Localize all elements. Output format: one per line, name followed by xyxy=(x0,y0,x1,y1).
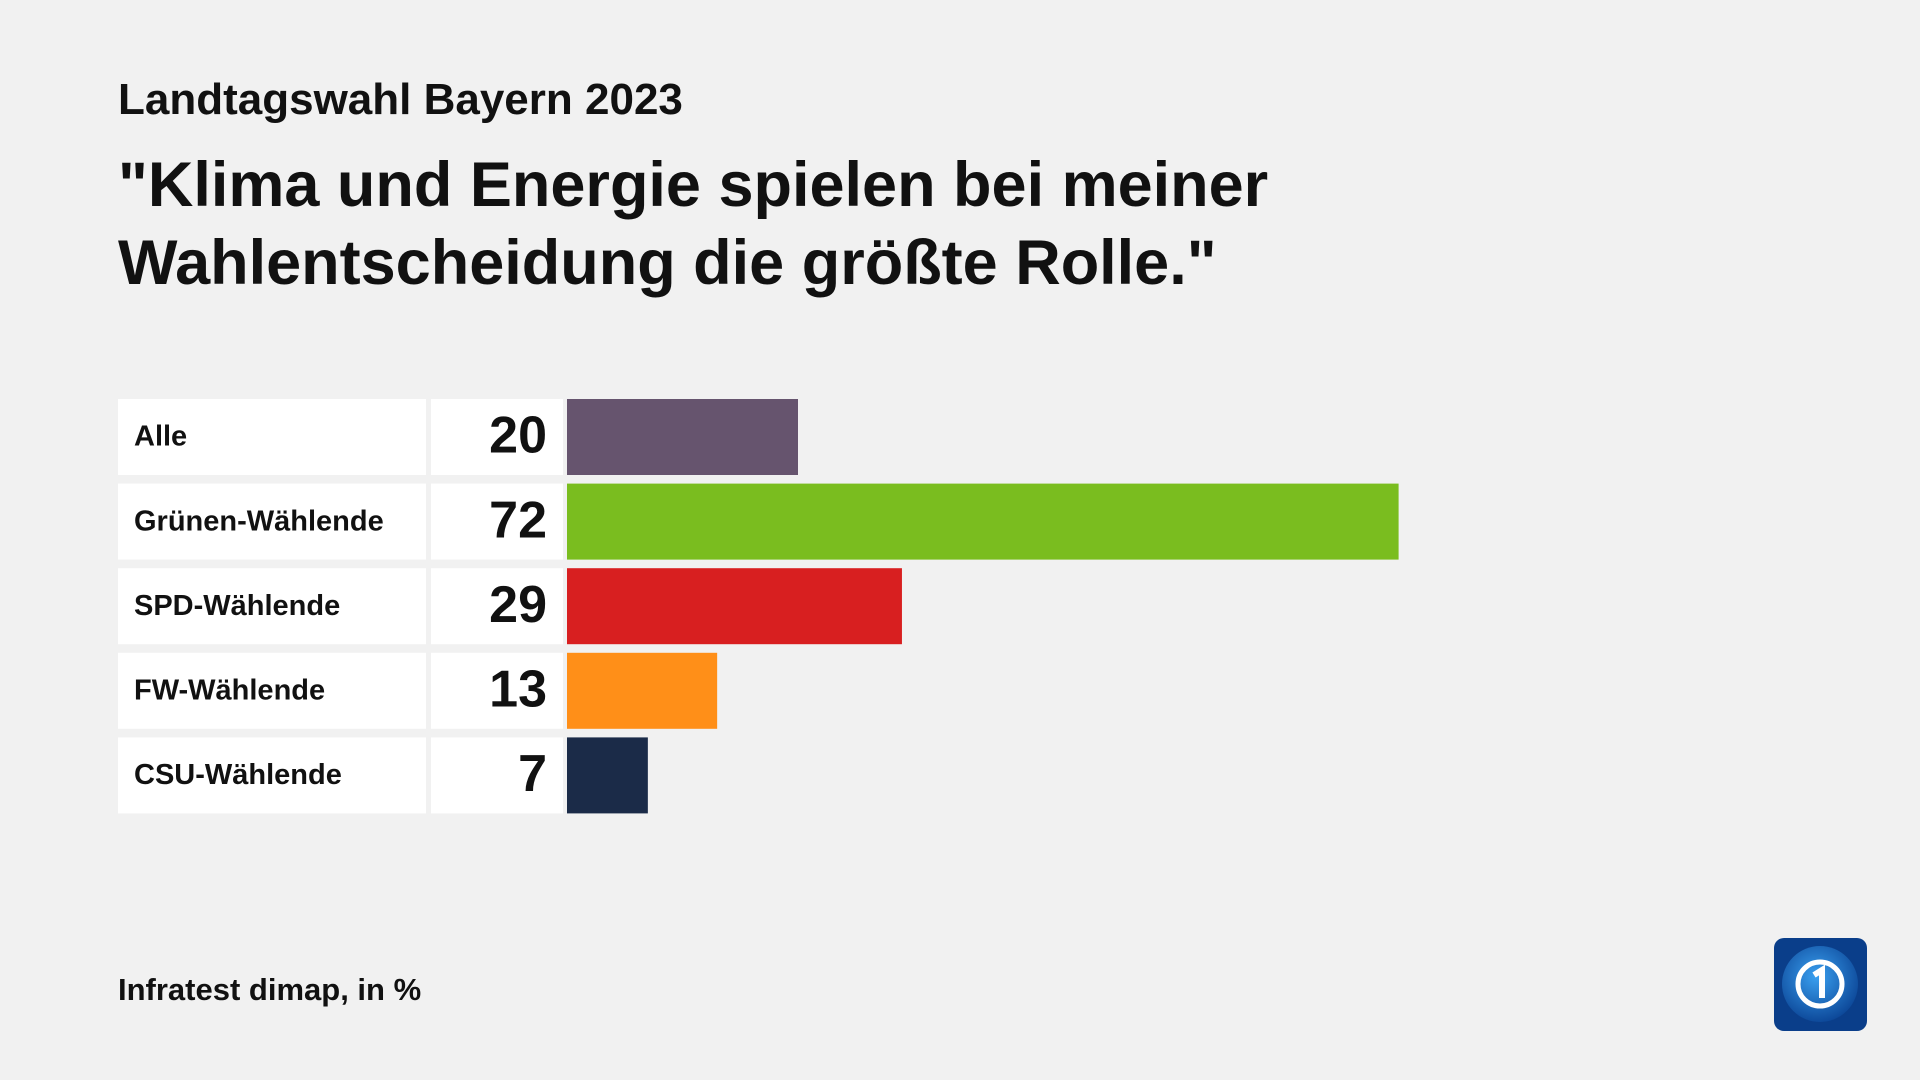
label-box xyxy=(118,483,426,560)
chart-title: Wahlentscheidung die größte Rolle." xyxy=(118,228,1217,298)
category-label: CSU-Wählende xyxy=(134,759,342,791)
value-box xyxy=(431,652,563,729)
value-box xyxy=(431,568,563,645)
category-label: FW-Wählende xyxy=(134,674,325,706)
label-box xyxy=(118,568,426,645)
chart-subtitle: Landtagswahl Bayern 2023 xyxy=(118,75,683,124)
chart-title: "Klima und Energie spielen bei meiner xyxy=(118,150,1268,220)
value-label: 29 xyxy=(489,576,547,634)
category-label: SPD-Wählende xyxy=(134,590,340,622)
value-box xyxy=(431,483,563,560)
value-box xyxy=(431,737,563,814)
bar xyxy=(567,483,1399,560)
bar xyxy=(567,568,902,645)
source: Infratest dimap, in % xyxy=(118,972,421,1007)
value-box xyxy=(431,399,563,475)
value-label: 13 xyxy=(489,661,547,719)
value-label: 72 xyxy=(489,491,547,549)
category-label: Alle xyxy=(134,421,187,453)
bar xyxy=(567,399,798,475)
bar xyxy=(567,737,648,814)
logo xyxy=(1774,938,1867,1031)
label-box xyxy=(118,652,426,729)
label-box xyxy=(118,737,426,814)
label-box xyxy=(118,399,426,475)
bar xyxy=(567,652,718,729)
value-label: 20 xyxy=(489,407,547,465)
category-label: Grünen-Wählende xyxy=(134,505,384,537)
value-label: 7 xyxy=(518,745,547,803)
